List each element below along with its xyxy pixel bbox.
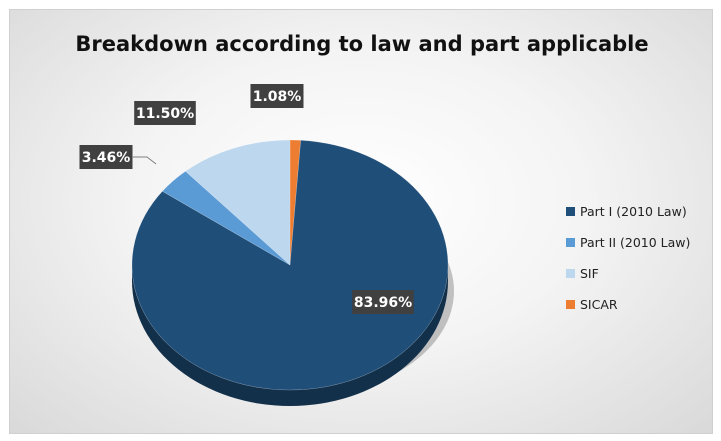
data-label-text-part-ii-2010-law: 3.46%: [82, 150, 131, 166]
legend-swatch-sicar: [566, 300, 575, 309]
chart-area: Breakdown according to law and part appl…: [9, 9, 713, 434]
legend-item-sif: SIF: [566, 262, 690, 285]
data-label-sicar: 1.08%: [250, 84, 304, 108]
legend-swatch-part-ii: [566, 238, 575, 247]
data-label-box-part-i-2010-law: [352, 290, 414, 314]
pie-chart: 83.96% 3.46% 11.50% 1.08%: [79, 84, 454, 406]
data-label-box-part-ii-2010-law: [79, 145, 133, 169]
data-label-text-part-i-2010-law: 83.96%: [354, 295, 412, 311]
pie-slice-sif: [185, 139, 291, 266]
legend-item-sicar: SICAR: [566, 293, 690, 316]
legend-item-part-ii: Part II (2010 Law): [566, 231, 690, 254]
legend-label-sif: SIF: [580, 266, 599, 281]
data-label-part-i-2010-law: 83.96%: [352, 290, 414, 314]
data-label-part-ii-2010-law: 3.46%: [79, 145, 133, 169]
data-label-box-sicar: [250, 84, 304, 108]
leader-line-part-ii: [132, 156, 157, 165]
data-label-text-sif: 11.50%: [136, 106, 194, 122]
pie-slice-part-i-2010-law: [131, 140, 449, 391]
pie-slice-sicar: [289, 139, 301, 266]
pie-slice-part-ii-2010-law: [162, 170, 291, 266]
data-label-text-sicar: 1.08%: [253, 89, 302, 105]
chart-title: Breakdown according to law and part appl…: [75, 32, 649, 56]
legend-swatch-sif: [566, 269, 575, 278]
legend-label-part-ii: Part II (2010 Law): [580, 235, 691, 250]
legend-item-part-i: Part I (2010 Law): [566, 200, 690, 223]
legend: Part I (2010 Law) Part II (2010 Law) SIF…: [566, 200, 690, 324]
legend-label-part-i: Part I (2010 Law): [580, 204, 687, 219]
data-label-box-sif: [134, 101, 196, 125]
data-label-sif: 11.50%: [134, 101, 196, 125]
legend-label-sicar: SICAR: [580, 297, 618, 312]
legend-swatch-part-i: [566, 207, 575, 216]
